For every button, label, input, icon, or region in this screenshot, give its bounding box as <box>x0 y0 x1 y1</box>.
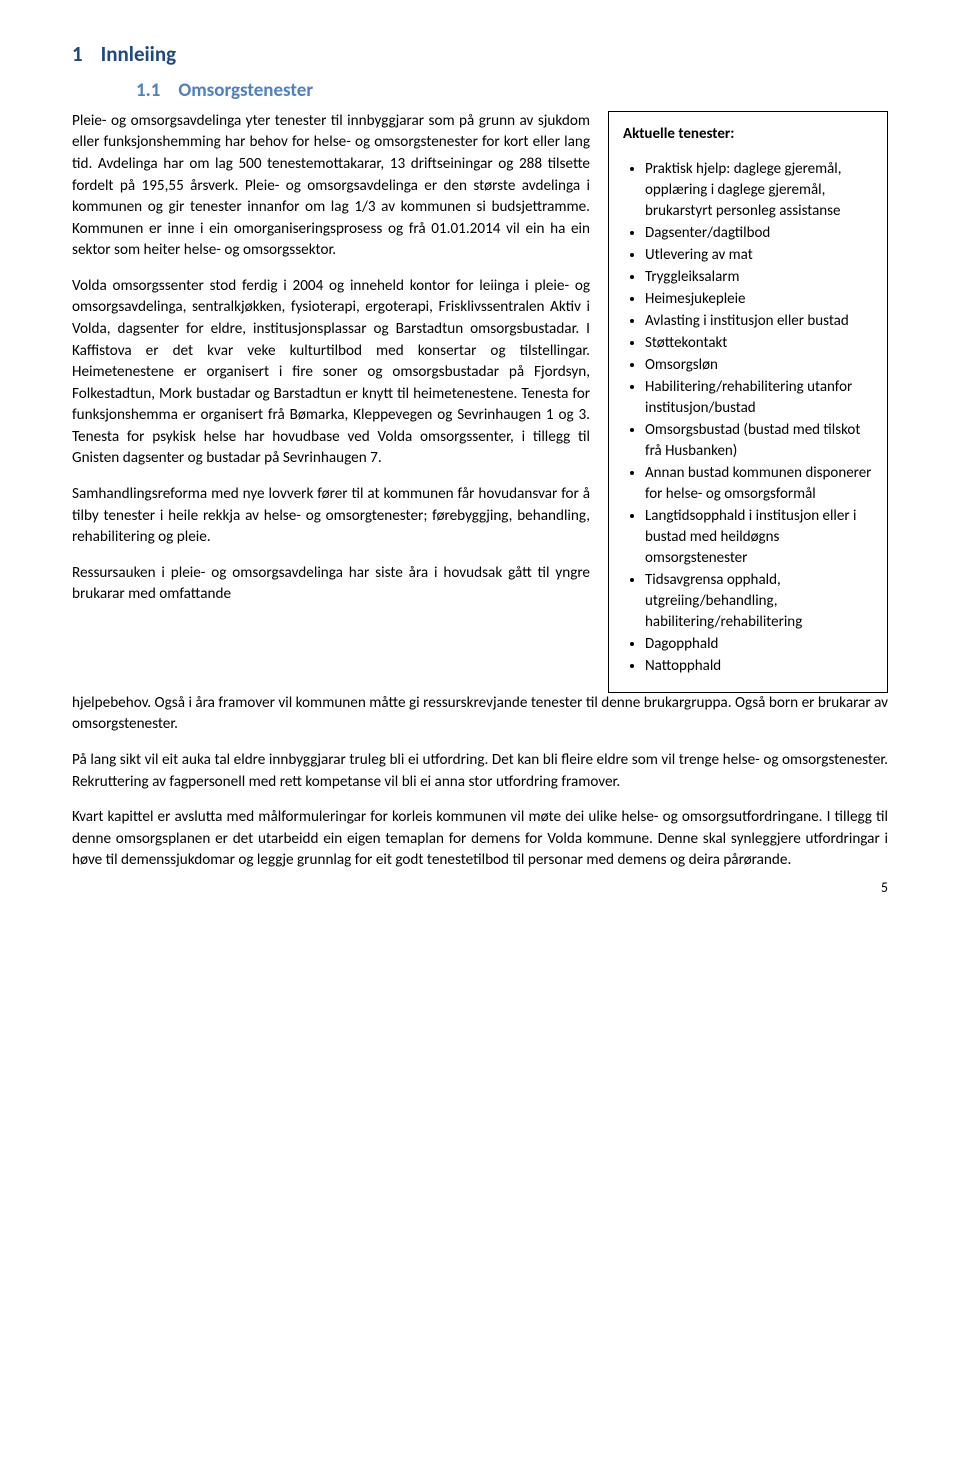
list-item: Tryggleiksalarm <box>645 267 873 288</box>
heading-2: 1.1 Omsorgstenester <box>72 78 888 105</box>
paragraph: På lang sikt vil eit auka tal eldre innb… <box>72 750 888 793</box>
paragraph: Samhandlingsreforma med nye lovverk føre… <box>72 484 590 549</box>
h1-number: 1 <box>72 41 83 67</box>
list-item: Omsorgsløn <box>645 355 873 376</box>
sidebar-box: Aktuelle tenester: Praktisk hjelp: dagle… <box>608 111 888 693</box>
document-page: 1 Innleiing 1.1 Omsorgstenester Pleie- og … <box>0 0 960 916</box>
h1-title: Innleiing <box>101 41 176 67</box>
list-item: Utlevering av mat <box>645 245 873 266</box>
page-number: 5 <box>881 878 888 898</box>
paragraph: hjelpebehov. Også i åra framover vil kom… <box>72 693 888 736</box>
list-item: Annan bustad kommunen disponerer for hel… <box>645 463 873 505</box>
list-item: Nattopphald <box>645 656 873 677</box>
two-column-region: Pleie- og omsorgsavdelinga yter tenester… <box>72 111 888 693</box>
list-item: Habilitering/rehabilitering utanfor inst… <box>645 377 873 419</box>
list-item: Tidsavgrensa opphald, utgreiing/behandli… <box>645 570 873 633</box>
paragraph: Pleie- og omsorgsavdelinga yter tenester… <box>72 111 590 262</box>
h2-title: Omsorgstenester <box>178 79 313 102</box>
sidebar-title: Aktuelle tenester: <box>623 124 873 145</box>
list-item: Dagopphald <box>645 634 873 655</box>
list-item: Avlasting i institusjon eller bustad <box>645 311 873 332</box>
h2-number: 1.1 <box>136 79 160 102</box>
paragraph: Volda omsorgssenter stod ferdig i 2004 o… <box>72 276 590 470</box>
list-item: Heimesjukepleie <box>645 289 873 310</box>
full-width-text: hjelpebehov. Også i åra framover vil kom… <box>72 693 888 872</box>
list-item: Langtidsopphald i institusjon eller i bu… <box>645 506 873 569</box>
list-item: Omsorgsbustad (bustad med tilskot frå Hu… <box>645 420 873 462</box>
list-item: Dagsenter/dagtilbod <box>645 223 873 244</box>
heading-1: 1 Innleiing <box>72 40 888 70</box>
sidebar-list: Praktisk hjelp: daglege gjeremål, opplær… <box>623 159 873 677</box>
list-item: Støttekontakt <box>645 333 873 354</box>
paragraph: Kvart kapittel er avslutta med målformul… <box>72 807 888 872</box>
paragraph: Ressursauken i pleie- og omsorgsavdeling… <box>72 563 590 606</box>
list-item: Praktisk hjelp: daglege gjeremål, opplær… <box>645 159 873 222</box>
main-text-column: Pleie- og omsorgsavdelinga yter tenester… <box>72 111 590 606</box>
